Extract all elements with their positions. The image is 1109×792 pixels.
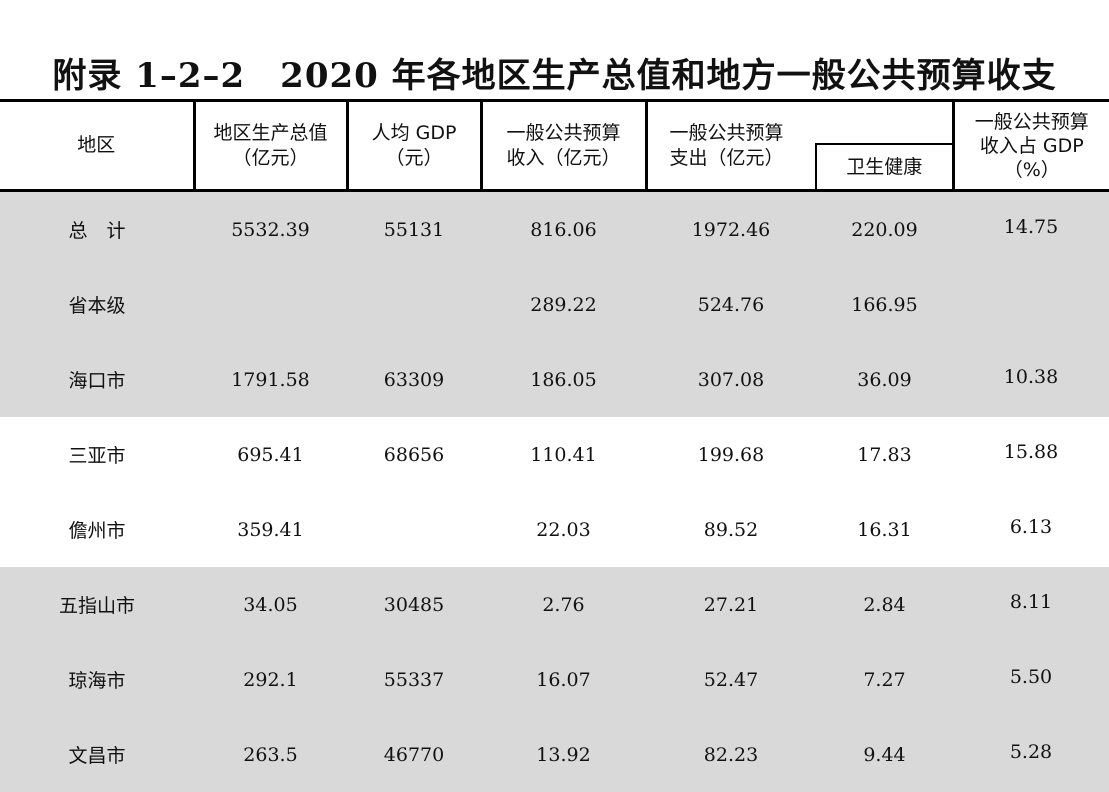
cell-rev: 289.22	[481, 267, 646, 342]
header-per-capita-gdp: 人均 GDP （元）	[347, 101, 481, 191]
cell-pcgdp: 68656	[347, 417, 481, 492]
cell-gdp: 34.05	[194, 567, 347, 642]
cell-region: 总 计	[0, 191, 194, 268]
cell-ratio: 15.88	[953, 417, 1109, 492]
cell-exp: 82.23	[646, 717, 816, 792]
cell-region: 五指山市	[0, 567, 194, 642]
cell-gdp: 1791.58	[194, 342, 347, 417]
cell-health: 2.84	[816, 567, 953, 642]
cell-gdp: 292.1	[194, 642, 347, 717]
cell-gdp: 359.41	[194, 492, 347, 567]
header-revenue-gdp-ratio: 一般公共预算 收入占 GDP （%）	[953, 101, 1109, 191]
cell-ratio: 6.13	[953, 492, 1109, 567]
header-gdp: 地区生产总值 （亿元）	[194, 101, 347, 191]
cell-gdp: 5532.39	[194, 191, 347, 268]
data-table: 地区 地区生产总值 （亿元） 人均 GDP （元） 一般公共预算 收入（亿元） …	[0, 99, 1109, 792]
cell-pcgdp: 30485	[347, 567, 481, 642]
cell-exp: 1972.46	[646, 191, 816, 268]
cell-exp: 27.21	[646, 567, 816, 642]
cell-region: 海口市	[0, 342, 194, 417]
cell-health: 36.09	[816, 342, 953, 417]
header-health: 卫生健康	[816, 144, 953, 191]
cell-region: 省本级	[0, 267, 194, 342]
cell-pcgdp: 46770	[347, 717, 481, 792]
cell-pcgdp	[347, 492, 481, 567]
cell-gdp	[194, 267, 347, 342]
header-expenditure-blank	[816, 101, 953, 145]
cell-ratio: 10.38	[953, 342, 1109, 417]
cell-rev: 13.92	[481, 717, 646, 792]
cell-rev: 22.03	[481, 492, 646, 567]
cell-exp: 524.76	[646, 267, 816, 342]
cell-health: 16.31	[816, 492, 953, 567]
cell-rev: 110.41	[481, 417, 646, 492]
cell-region: 三亚市	[0, 417, 194, 492]
header-budget-revenue: 一般公共预算 收入（亿元）	[481, 101, 646, 191]
cell-ratio: 14.75	[953, 191, 1109, 268]
cell-ratio: 5.50	[953, 642, 1109, 717]
cell-region: 琼海市	[0, 642, 194, 717]
cell-exp: 89.52	[646, 492, 816, 567]
header-budget-expenditure: 一般公共预算 支出（亿元）	[646, 101, 816, 191]
cell-exp: 199.68	[646, 417, 816, 492]
cell-health: 17.83	[816, 417, 953, 492]
cell-pcgdp: 55131	[347, 191, 481, 268]
cell-rev: 2.76	[481, 567, 646, 642]
cell-gdp: 263.5	[194, 717, 347, 792]
cell-rev: 816.06	[481, 191, 646, 268]
cell-health: 7.27	[816, 642, 953, 717]
document-page: 附录 1–2–2 2020 年各地区生产总值和地方一般公共预算收支 地区 地区生…	[0, 0, 1109, 741]
cell-pcgdp: 63309	[347, 342, 481, 417]
cell-pcgdp	[347, 267, 481, 342]
cell-region: 文昌市	[0, 717, 194, 792]
cell-health: 220.09	[816, 191, 953, 268]
cell-rev: 16.07	[481, 642, 646, 717]
cell-exp: 307.08	[646, 342, 816, 417]
cell-ratio	[953, 267, 1109, 342]
cell-health: 166.95	[816, 267, 953, 342]
cell-ratio: 8.11	[953, 567, 1109, 642]
cell-exp: 52.47	[646, 642, 816, 717]
cell-pcgdp: 55337	[347, 642, 481, 717]
cell-gdp: 695.41	[194, 417, 347, 492]
cell-rev: 186.05	[481, 342, 646, 417]
table-title: 附录 1–2–2 2020 年各地区生产总值和地方一般公共预算收支	[0, 48, 1109, 97]
table-header: 地区 地区生产总值 （亿元） 人均 GDP （元） 一般公共预算 收入（亿元） …	[0, 101, 1109, 191]
cell-region: 儋州市	[0, 492, 194, 567]
cell-ratio: 5.28	[953, 717, 1109, 792]
header-region: 地区	[0, 101, 194, 191]
cell-health: 9.44	[816, 717, 953, 792]
